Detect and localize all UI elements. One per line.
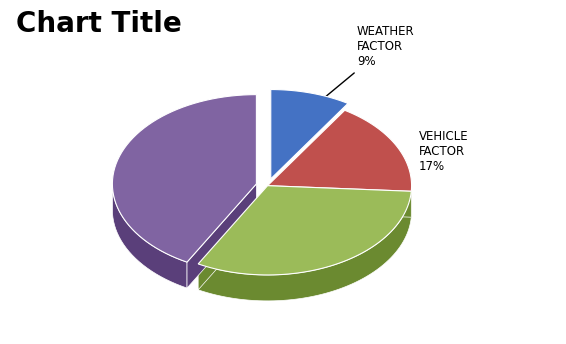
Text: ROAD FACTOR
32%: ROAD FACTOR 32% — [257, 219, 341, 247]
Text: VEHICLE
FACTOR
17%: VEHICLE FACTOR 17% — [419, 130, 469, 173]
Text: HUMAN
FACTOR
42%: HUMAN FACTOR 42% — [155, 154, 201, 197]
Polygon shape — [198, 186, 411, 275]
Polygon shape — [198, 191, 411, 301]
Polygon shape — [113, 95, 256, 262]
Polygon shape — [268, 110, 411, 191]
Polygon shape — [268, 186, 411, 217]
Polygon shape — [268, 186, 411, 217]
Polygon shape — [187, 184, 256, 288]
Polygon shape — [198, 186, 268, 290]
Text: WEATHER
FACTOR
9%: WEATHER FACTOR 9% — [301, 25, 414, 117]
Polygon shape — [271, 89, 348, 179]
Text: Chart Title: Chart Title — [16, 10, 182, 37]
Polygon shape — [113, 187, 187, 288]
